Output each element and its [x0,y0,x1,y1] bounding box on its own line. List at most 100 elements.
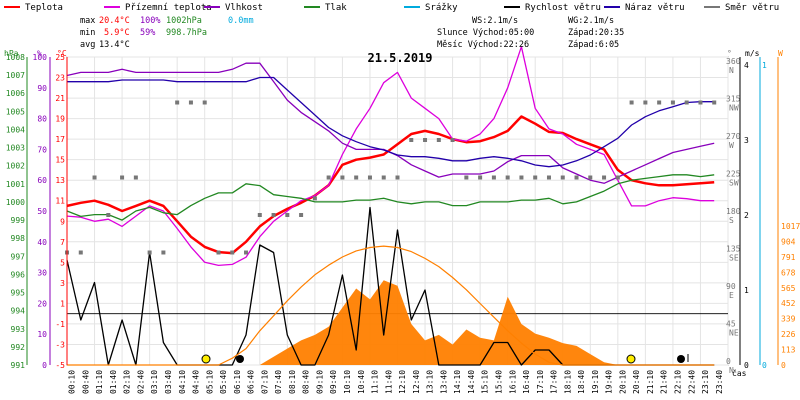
hum-tick-label: 60 [37,176,47,185]
dir-compass-label: S [729,216,734,225]
wind-direction-point [271,213,276,217]
time-tick-label: 16:40 [522,370,531,394]
time-tick-label: 19:40 [605,370,614,394]
press-tick-label: 1000 [6,198,25,207]
rad-tick-label: 339 [781,315,796,324]
stat-rain: 0.0mm [228,16,254,26]
stat-min-hum: 59% [140,28,155,38]
time-tick-label: 17:10 [536,370,545,394]
wind-direction-point [615,175,620,180]
unit-press: hPa [4,49,19,58]
time-tick-label: 08:40 [302,370,311,394]
stat-avg-label: avg [80,40,95,50]
wind-direction-point [299,213,304,217]
time-tick-label: 06:40 [247,370,256,394]
temp-tick-label: 7 [60,238,65,247]
stat-max-temp: 20.4°C [99,16,130,26]
rad-tick-label: 678 [781,268,796,277]
time-tick-label: 20:40 [632,370,641,394]
rain-tick-label: 0 [762,361,767,370]
stat-sun-set: Západ:20:35 [568,28,624,38]
wind-direction-point [120,175,125,180]
press-tick-label: 1001 [6,180,25,189]
hum-tick-label: 40 [37,238,47,247]
wind-direction-point [629,100,634,105]
stat-ws: WS:2.1m/s [472,16,518,26]
time-tick-label: 23:10 [701,370,710,394]
chart-title: 21.5.2019 [367,51,432,65]
dir-compass-label: E [729,291,734,300]
wind-direction-point [147,250,152,255]
dir-compass-label: N [729,366,734,375]
press-tick-label: 1002 [6,162,25,171]
stat-max-hum: 100% [140,16,160,26]
unit-temp: °C [57,49,67,58]
wind-direction-point [133,175,138,180]
temp-tick-label: 11 [55,197,65,206]
temp-tick-label: 1 [60,299,65,308]
hum-tick-label: 20 [37,299,47,308]
legend-label: Tlak [325,3,347,13]
hum-tick-label: 10 [37,330,47,339]
series-layer [65,46,717,366]
press-tick-label: 995 [11,289,26,298]
wind-direction-point [244,250,249,255]
time-tick-label: 19:10 [591,370,600,394]
legend: Teplota Přízemní teplota Vlhkost Tlak Srážky… [4,3,779,13]
dir-tick-label: 0 [726,357,731,366]
legend-label: Přízemní teplota [125,3,212,13]
series-line [67,245,715,366]
wind-direction-point [505,175,510,180]
time-tick-label: 13:10 [426,370,435,394]
rain-tick-label: 1 [762,61,767,70]
dir-tick-label: 315 [726,95,741,104]
hum-tick-label: 70 [37,145,47,154]
wind-direction-point [409,138,414,142]
wind-direction-point [326,175,331,180]
stats-box: max 20.4°C 100% 1002hPa 0.0mm min 5.9°C … [80,16,624,50]
press-tick-label: 1003 [6,144,25,153]
stat-min-label: min [80,28,95,38]
legend-label: Rychlost větru [525,3,601,13]
wind-direction-point [188,100,193,105]
wind-direction-point [670,100,675,105]
legend-label: Teplota [25,3,63,13]
wind-tick-label: 1 [744,286,749,295]
rad-tick-label: 904 [781,237,796,246]
time-tick-label: 05:40 [219,370,228,394]
time-tick-label: 21:40 [660,370,669,394]
axes-layer: 9919929939949959969979989991000100110021… [6,53,800,394]
time-tick-label: 01:10 [95,370,104,394]
rad-tick-label: 1017 [781,222,800,231]
wind-direction-point [354,175,359,180]
stat-max-label: max [80,16,95,26]
dir-tick-label: 225 [726,170,741,179]
dir-compass-label: W [729,141,734,150]
time-tick-label: 17:40 [550,370,559,394]
press-tick-label: 999 [11,216,26,225]
time-tick-label: 11:40 [384,370,393,394]
temp-tick-label: 15 [55,156,65,165]
temp-tick-label: -1 [55,320,65,329]
time-tick-label: 03:10 [150,370,159,394]
time-tick-label: 04:40 [192,370,201,394]
time-tick-label: 22:10 [674,370,683,394]
temp-tick-label: 5 [60,258,65,267]
time-tick-label: 21:10 [646,370,655,394]
time-tick-label: 13:40 [439,370,448,394]
hum-tick-label: 80 [37,115,47,124]
temp-tick-label: -5 [55,361,65,370]
hum-tick-label: 50 [37,207,47,216]
sunrise-marker-icon [201,354,211,364]
dir-compass-label: NW [729,104,739,113]
wind-direction-point [546,175,551,180]
dir-compass-label: SW [729,179,739,188]
time-tick-label: 16:10 [508,370,517,394]
wind-tick-label: 4 [744,61,749,70]
dir-tick-label: 135 [726,245,741,254]
wind-direction-point [340,175,345,180]
dir-tick-label: 270 [726,132,741,141]
time-tick-label: 06:10 [233,370,242,394]
wind-direction-point [367,175,372,180]
rad-tick-label: 113 [781,346,796,355]
